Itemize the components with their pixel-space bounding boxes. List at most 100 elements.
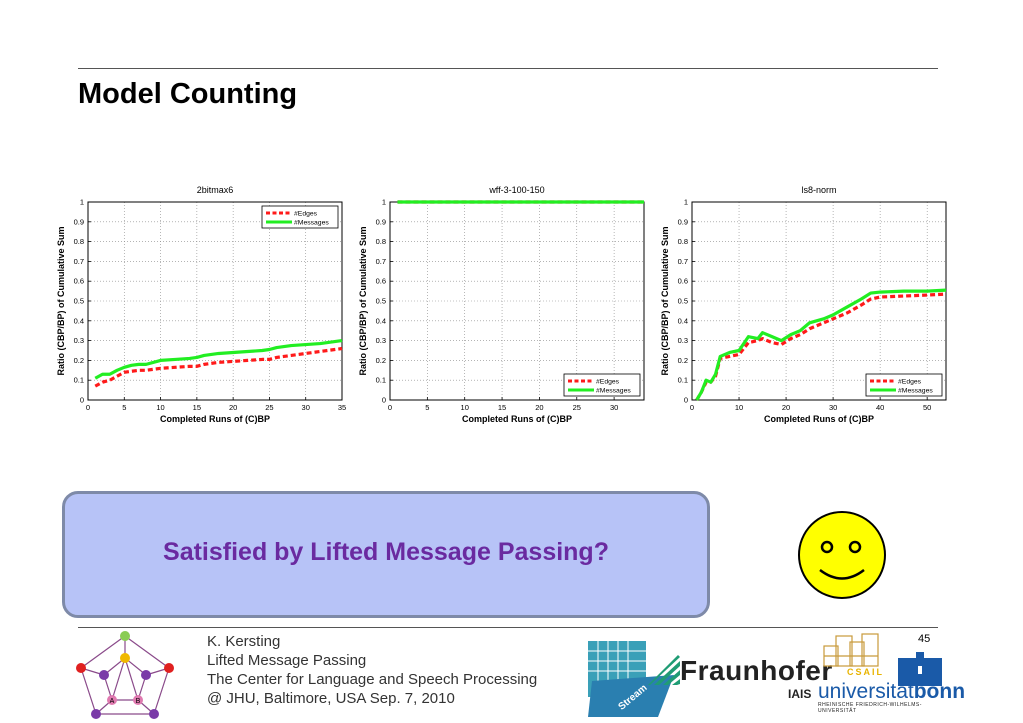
y-tick-label: 0.9 bbox=[74, 217, 84, 226]
uni-regular: universität bbox=[818, 680, 914, 703]
x-axis-label: Completed Runs of (C)BP bbox=[160, 414, 270, 424]
legend-label: #Edges bbox=[596, 379, 620, 386]
chart-svg: 0 10 20 30 40 50 0 0.1 0.2 0.3 0.4 0.5 0.6 0.7 0.8 0.9 1… bbox=[660, 185, 947, 424]
y-tick-label: 0.2 bbox=[74, 356, 84, 365]
footer-location-date: @ JHU, Baltimore, USA Sep. 7, 2010 bbox=[207, 690, 455, 707]
y-tick-label: 0.5 bbox=[74, 297, 84, 306]
y-tick-label: 0.6 bbox=[376, 277, 386, 286]
y-tick-label: 0.9 bbox=[678, 217, 688, 226]
series-messages-line bbox=[695, 288, 947, 401]
callout-text: Satisfied by Lifted Message Passing? bbox=[163, 538, 609, 566]
legend-label: #Messages bbox=[596, 388, 631, 395]
y-tick-label: 1 bbox=[382, 198, 386, 207]
series-edges-line bbox=[94, 346, 343, 388]
x-tick-label: 25 bbox=[573, 403, 581, 412]
y-tick-label: 0.1 bbox=[376, 376, 386, 385]
y-tick-label: 0.7 bbox=[74, 257, 84, 266]
x-tick-label: 10 bbox=[735, 403, 743, 412]
chart-svg: 0 5 10 15 20 25 30 35 0 0.1 0.2 0.3 0.4 0.5 0.6 0.7 0.8 0… bbox=[56, 185, 346, 424]
chart-2bitmax6: 0 5 10 15 20 25 30 35 0 0.1 0.2 0.3 0.4 0.5 0.6 0.7 0.8 0… bbox=[50, 178, 350, 430]
x-tick-label: 30 bbox=[610, 403, 618, 412]
csail-wordmark: CSAIL bbox=[847, 667, 884, 677]
x-tick-label: 20 bbox=[535, 403, 543, 412]
x-tick-label: 35 bbox=[338, 403, 346, 412]
y-tick-label: 0.8 bbox=[376, 237, 386, 246]
x-tick-label: 0 bbox=[690, 403, 694, 412]
y-tick-label: 0.6 bbox=[678, 277, 688, 286]
y-tick-label: 0.1 bbox=[74, 376, 84, 385]
y-tick-label: 0.8 bbox=[74, 237, 84, 246]
page-number: 45 bbox=[918, 633, 931, 645]
x-tick-label: 15 bbox=[498, 403, 506, 412]
x-tick-label: 0 bbox=[388, 403, 392, 412]
x-axis-label: Completed Runs of (C)BP bbox=[462, 414, 572, 424]
y-tick-label: 0.9 bbox=[376, 217, 386, 226]
y-tick-label: 0.4 bbox=[376, 316, 386, 325]
y-tick-label: 0.3 bbox=[74, 336, 84, 345]
y-tick-label: 0.4 bbox=[678, 316, 688, 325]
plot-frame bbox=[691, 201, 947, 401]
x-tick-label: 30 bbox=[829, 403, 837, 412]
x-tick-label: 20 bbox=[782, 403, 790, 412]
pentagon-graph-logo: A B bbox=[76, 631, 174, 719]
footer-text: K. Kersting Lifted Message Passing The C… bbox=[207, 632, 537, 708]
y-axis-label: Ratio (CBP/BP) of Cumulative Sum bbox=[660, 226, 670, 375]
slide-title: Model Counting bbox=[78, 78, 298, 110]
y-tick-label: 0.3 bbox=[376, 336, 386, 345]
chart-wff-3-100-150: 0 5 10 15 20 25 30 0 0.1 0.2 0.3 0.4 0.5 0.6 0.7 0.8 0.9… bbox=[352, 178, 652, 430]
y-tick-label: 0 bbox=[684, 396, 688, 405]
plot-frame bbox=[87, 201, 343, 401]
footer-author: K. Kersting bbox=[207, 633, 281, 650]
y-tick-label: 0.1 bbox=[678, 376, 688, 385]
chart-title: wff-3-100-150 bbox=[488, 185, 544, 195]
fraunhofer-wordmark: Fraunhofer bbox=[680, 655, 833, 686]
x-tick-label: 25 bbox=[265, 403, 273, 412]
legend-label: #Messages bbox=[294, 220, 329, 227]
x-tick-label: 0 bbox=[86, 403, 90, 412]
fraunhofer-stripes-icon bbox=[648, 655, 680, 685]
bottom-divider bbox=[78, 627, 938, 628]
smiley-icon bbox=[798, 511, 886, 599]
x-axis-label: Completed Runs of (C)BP bbox=[764, 414, 874, 424]
y-tick-label: 0 bbox=[382, 396, 386, 405]
chart-svg: 0 5 10 15 20 25 30 0 0.1 0.2 0.3 0.4 0.5 0.6 0.7 0.8 0.9… bbox=[358, 185, 645, 424]
csail-building-icon bbox=[823, 633, 879, 667]
pentagon-label-a: A bbox=[110, 698, 115, 705]
x-tick-label: 15 bbox=[193, 403, 201, 412]
y-tick-label: 0.7 bbox=[376, 257, 386, 266]
top-divider bbox=[78, 68, 938, 69]
y-axis-label: Ratio (CBP/BP) of Cumulative Sum bbox=[358, 226, 368, 375]
universitaet-bonn-wordmark: universitätbonn bbox=[818, 680, 965, 704]
footer-talk-title: Lifted Message Passing bbox=[207, 652, 367, 669]
chart-title: ls8-norm bbox=[801, 185, 836, 195]
y-tick-label: 1 bbox=[684, 198, 688, 207]
x-tick-label: 5 bbox=[122, 403, 126, 412]
x-tick-label: 10 bbox=[461, 403, 469, 412]
y-tick-label: 0.7 bbox=[678, 257, 688, 266]
bonn-building-icon bbox=[898, 652, 942, 686]
y-tick-label: 0.2 bbox=[376, 356, 386, 365]
uni-bold: bonn bbox=[913, 680, 966, 703]
y-tick-label: 0.6 bbox=[74, 277, 84, 286]
y-axis-label: Ratio (CBP/BP) of Cumulative Sum bbox=[56, 226, 66, 375]
x-tick-label: 5 bbox=[425, 403, 429, 412]
iais-wordmark: IAIS bbox=[788, 687, 812, 701]
legend-label: #Edges bbox=[294, 211, 318, 218]
chart-ls8-norm: 0 10 20 30 40 50 0 0.1 0.2 0.3 0.4 0.5 0.6 0.7 0.8 0.9 1… bbox=[654, 178, 954, 430]
legend-label: #Edges bbox=[898, 379, 922, 386]
legend-label: #Messages bbox=[898, 388, 933, 395]
x-tick-label: 50 bbox=[923, 403, 931, 412]
y-tick-label: 0.2 bbox=[678, 356, 688, 365]
footer-venue: The Center for Language and Speech Proce… bbox=[207, 671, 538, 688]
y-tick-label: 0.4 bbox=[74, 316, 84, 325]
series-messages-line bbox=[94, 339, 343, 380]
pentagon-label-b: B bbox=[136, 698, 141, 705]
x-tick-label: 20 bbox=[229, 403, 237, 412]
y-tick-label: 0.5 bbox=[376, 297, 386, 306]
callout-box: Satisfied by Lifted Message Passing? bbox=[62, 491, 710, 618]
uni-subtitle: RHEINISCHE FRIEDRICH-WILHELMS-UNIVERSITÄ… bbox=[818, 702, 922, 714]
x-tick-label: 10 bbox=[156, 403, 164, 412]
stream-logo: Stream bbox=[588, 641, 674, 717]
y-tick-label: 0.3 bbox=[678, 336, 688, 345]
x-tick-label: 40 bbox=[876, 403, 884, 412]
